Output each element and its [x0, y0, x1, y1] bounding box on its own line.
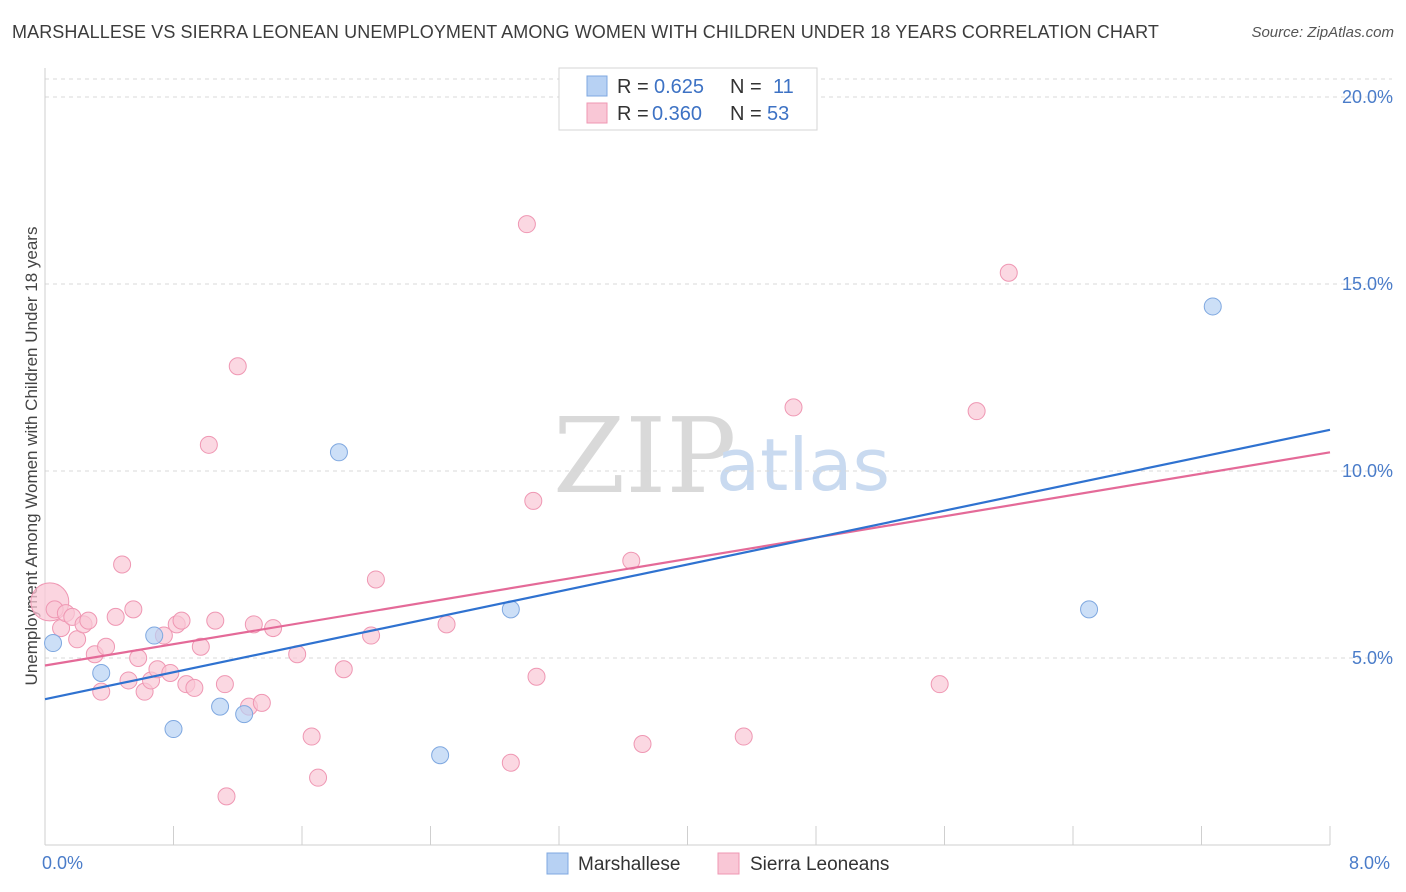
marshallese-points	[44, 297, 1222, 765]
sierra-leonean-point-38	[334, 660, 353, 679]
trendlines	[44, 428, 1331, 701]
sierra-leonean-point-33	[252, 693, 271, 712]
watermark-zip: ZIP	[553, 395, 736, 517]
marshallese-point-0	[44, 634, 63, 653]
legend-r-label-sierra-leoneans: R =	[617, 103, 649, 125]
chart-title: MARSHALLESE VS SIERRA LEONEAN UNEMPLOYME…	[12, 22, 1159, 42]
y-tick-label-20: 20.0%	[1342, 87, 1393, 107]
sierra-leonean-point-44	[524, 491, 543, 510]
sierra-leonean-point-48	[734, 727, 753, 746]
sierra-leonean-point-28	[215, 675, 234, 694]
sierra-leonean-point-26	[199, 435, 218, 454]
sierra-leonean-point-51	[967, 402, 986, 421]
y-axis-label: Unemployment Among Women with Children U…	[22, 227, 41, 686]
legend-r-value-sierra-leoneans: 0.360	[652, 103, 702, 125]
y-axis-tick-labels: 5.0% 10.0% 15.0% 20.0%	[1342, 87, 1393, 668]
legend-r-label-marshallese: R =	[617, 76, 649, 98]
gridlines	[45, 78, 1392, 659]
marshallese-point-9	[1080, 600, 1099, 619]
bottom-legend: Marshallese Sierra Leoneans	[546, 852, 889, 875]
marshallese-point-3	[164, 720, 183, 739]
y-tick-label-5: 5.0%	[1352, 648, 1393, 668]
marshallese-point-2	[145, 626, 164, 645]
marshallese-point-10	[1203, 297, 1222, 316]
x-axis-ticks	[44, 826, 1331, 845]
legend-n-value-sierra-leoneans: 53	[767, 103, 789, 125]
watermark-atlas: atlas	[716, 423, 890, 507]
legend-r-value-marshallese: 0.625	[654, 76, 704, 98]
sierra-leonean-point-10	[97, 637, 116, 656]
sierra-leonean-point-29	[217, 787, 236, 806]
sierra-leonean-point-5	[68, 630, 87, 649]
x-tick-label-max: 8.0%	[1349, 853, 1390, 873]
sierra-leonean-point-49	[784, 398, 803, 417]
sierra-leoneans-points	[30, 215, 1018, 806]
sierra-leonean-point-42	[501, 753, 520, 772]
marshallese-point-4	[211, 697, 230, 716]
bottom-legend-label-sierra-leoneans: Sierra Leoneans	[750, 854, 889, 875]
sierra-leoneans-trendline	[44, 451, 1331, 667]
legend-n-label-marshallese: N =	[730, 76, 762, 98]
sierra-leonean-point-12	[113, 555, 132, 574]
y-tick-label-10: 10.0%	[1342, 461, 1393, 481]
sierra-leonean-point-41	[437, 615, 456, 634]
sierra-leonean-point-45	[527, 667, 546, 686]
legend-n-label-sierra-leoneans: N =	[730, 103, 762, 125]
sierra-leonean-point-22	[172, 611, 191, 630]
sierra-leonean-point-47	[633, 735, 652, 754]
marshallese-point-1	[92, 663, 111, 682]
source-credit: Source: ZipAtlas.com	[1251, 24, 1394, 41]
bottom-legend-swatch-sierra-leoneans	[717, 852, 740, 875]
sierra-leonean-point-40	[366, 570, 385, 589]
legend: R = 0.625 N = 11 R = 0.360 N = 53	[558, 67, 818, 131]
sierra-leonean-point-52	[999, 263, 1018, 282]
sierra-leonean-point-37	[309, 768, 328, 787]
marshallese-point-7	[431, 746, 450, 765]
sierra-leonean-point-27	[206, 611, 225, 630]
sierra-leonean-point-24	[185, 678, 204, 697]
sierra-leonean-point-14	[124, 600, 143, 619]
x-tick-label-min: 0.0%	[42, 853, 83, 873]
sierra-leonean-point-7	[79, 611, 98, 630]
sierra-leonean-point-25	[191, 637, 210, 656]
sierra-leonean-point-36	[302, 727, 321, 746]
bottom-legend-swatch-marshallese	[546, 852, 569, 875]
y-tick-label-15: 15.0%	[1342, 274, 1393, 294]
legend-swatch-sierra-leoneans	[586, 102, 608, 124]
sierra-leonean-point-50	[930, 675, 949, 694]
legend-swatch-marshallese	[586, 75, 608, 97]
sierra-leonean-point-30	[228, 357, 247, 376]
marshallese-trendline	[44, 428, 1331, 701]
bottom-legend-label-marshallese: Marshallese	[578, 854, 680, 875]
sierra-leonean-point-11	[106, 607, 125, 626]
marshallese-point-6	[329, 443, 348, 462]
legend-n-value-marshallese: 11	[773, 76, 794, 98]
sierra-leonean-point-32	[244, 615, 263, 634]
marshallese-point-5	[235, 705, 254, 724]
sierra-leonean-point-43	[517, 215, 536, 234]
